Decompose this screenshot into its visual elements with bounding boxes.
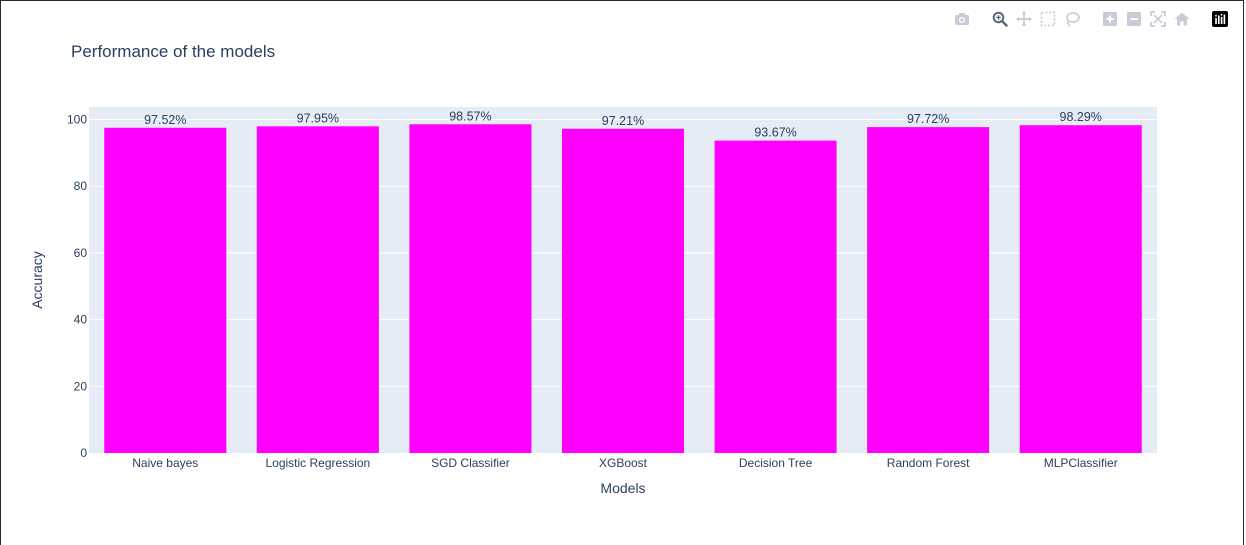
y-tick-label: 60 [74,246,88,260]
bar-data-label: 98.29% [1060,110,1102,124]
bar[interactable] [104,127,227,453]
zoom-out-button[interactable] [1124,10,1144,28]
y-tick-label: 80 [74,179,88,193]
autoscale-icon [1150,11,1166,27]
bar-data-label: 93.67% [754,126,796,140]
bar-data-label: 97.52% [144,113,186,127]
lasso-icon [1066,12,1080,27]
bar-data-label: 98.57% [449,109,491,123]
bar-data-label: 97.21% [602,114,644,128]
pan-button[interactable] [1014,10,1034,28]
zoom-out-icon [1127,12,1141,26]
pan-icon [1016,11,1032,27]
bar[interactable] [409,124,532,453]
download-plot-button[interactable] [952,10,972,28]
y-tick-label: 0 [80,446,87,460]
x-tick-label: Decision Tree [739,456,813,470]
x-tick-label: Naive bayes [132,456,198,470]
box-select-icon [1040,11,1056,27]
bar[interactable] [561,128,685,454]
autoscale-button[interactable] [1148,10,1168,28]
zoom-in-icon [1103,12,1117,26]
x-tick-label: XGBoost [599,456,648,470]
bar[interactable] [1019,125,1142,453]
zoom-in-button[interactable] [1100,10,1120,28]
x-tick-label: MLPClassifier [1044,456,1118,470]
x-tick-label: SGD Classifier [431,456,510,470]
bar[interactable] [714,140,837,453]
x-axis-title: Models [600,480,645,496]
plotly-logo-icon [1212,11,1228,27]
zoom-icon [992,11,1008,27]
y-axis-title: Accuracy [29,251,45,309]
reset-axes-button[interactable] [1172,10,1192,28]
y-tick-label: 40 [74,313,88,327]
modebar [952,10,1230,28]
x-tick-label: Logistic Regression [265,456,370,470]
x-tick-label: Random Forest [887,456,970,470]
plotly-logo-button[interactable] [1210,10,1230,28]
bar-data-label: 97.95% [297,111,339,125]
lasso-select-button[interactable] [1062,10,1082,28]
box-select-button[interactable] [1038,10,1058,28]
bar[interactable] [867,127,990,454]
zoom-button[interactable] [990,10,1010,28]
camera-icon [955,13,969,25]
y-tick-label: 20 [74,379,88,393]
bar-data-label: 97.72% [907,112,949,126]
y-tick-label: 100 [67,113,87,127]
home-icon [1174,12,1190,26]
chart-title: Performance of the models [71,42,276,61]
bar[interactable] [256,126,379,453]
